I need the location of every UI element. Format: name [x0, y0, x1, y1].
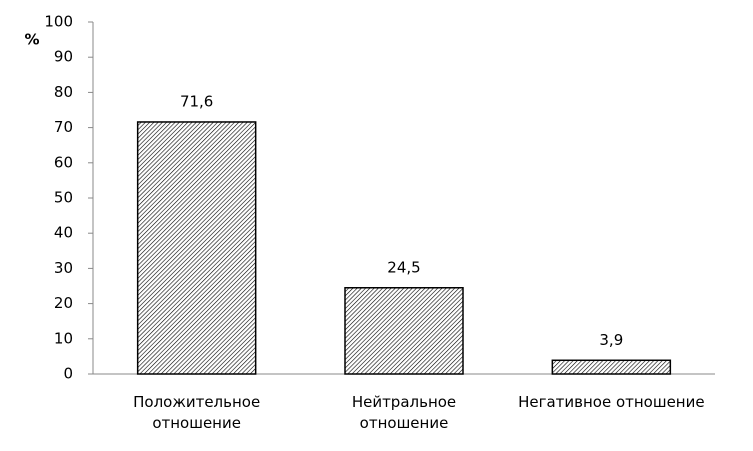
y-tick-label: 90	[54, 48, 73, 66]
y-tick-label: 50	[54, 189, 73, 207]
y-tick-label: 60	[54, 153, 73, 171]
bar	[344, 287, 464, 375]
y-tick-label: 40	[54, 224, 73, 242]
x-tick-label: Нейтральное отношение	[351, 393, 457, 432]
value-label: 3,9	[599, 331, 623, 349]
y-tick-label: 10	[54, 329, 73, 347]
value-label: 24,5	[387, 258, 420, 276]
y-tick-label: 80	[54, 83, 73, 101]
x-tick-label: Негативное отношение	[518, 393, 705, 411]
bar	[136, 121, 257, 375]
value-label: 71,6	[180, 92, 213, 110]
y-tick-label: 20	[54, 294, 73, 312]
y-tick-label: 100	[44, 13, 73, 31]
y-axis-label: %	[24, 31, 39, 49]
bar	[551, 359, 672, 375]
y-tick-label: 30	[54, 259, 73, 277]
y-tick-label: 0	[63, 365, 73, 383]
y-tick-label: 70	[54, 118, 73, 136]
x-tick-label: Положительное отношение	[133, 393, 261, 432]
